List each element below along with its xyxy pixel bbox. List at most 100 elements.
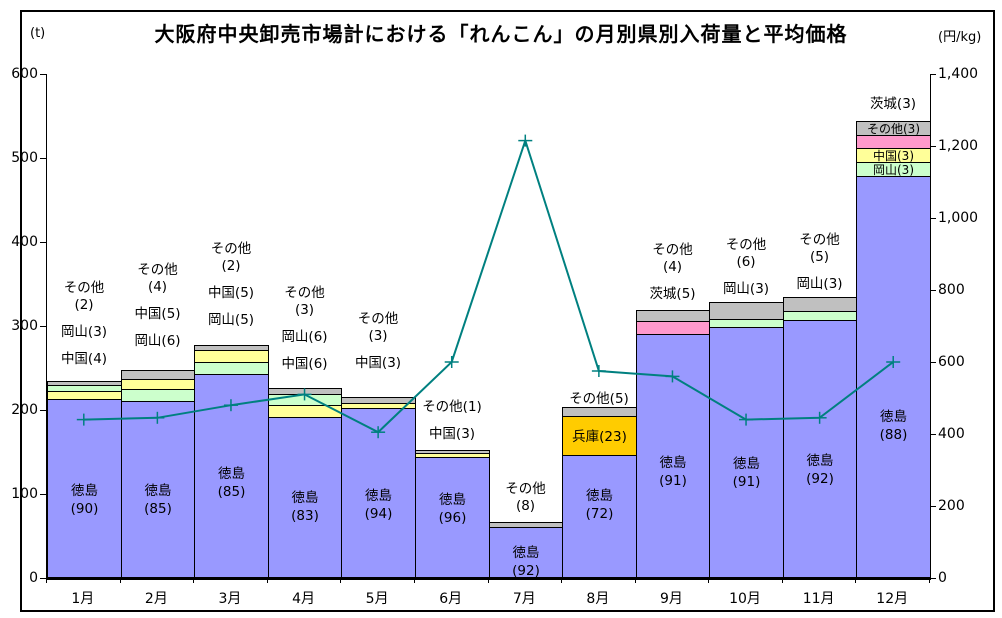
- left-axis-tick-label: 400: [11, 234, 38, 250]
- segment-label-徳島: 徳島 (83): [291, 490, 319, 524]
- left-axis-tick-label: 200: [11, 402, 38, 418]
- bar-segment-茨城: [636, 321, 710, 335]
- month-label: 7月: [512, 591, 536, 607]
- x-axis-tick: [782, 578, 783, 583]
- month-label: 11月: [802, 591, 835, 607]
- bar-segment-その他: [268, 388, 342, 395]
- right-axis-tick-label: 0: [938, 570, 947, 586]
- x-axis-tick: [561, 578, 562, 583]
- left-axis-tick: [40, 494, 46, 495]
- segment-label-徳島: 徳島 (94): [364, 487, 393, 522]
- bar-segment-徳島: [709, 327, 784, 578]
- month-label: 12月: [876, 591, 909, 607]
- month-label: 8月: [586, 591, 610, 607]
- left-axis-tick: [40, 410, 46, 411]
- segment-label-徳島: 徳島 (92): [806, 452, 834, 487]
- left-axis-tick-label: 300: [11, 318, 38, 334]
- segment-label-徳島: 徳島 (85): [144, 483, 172, 517]
- right-axis-tick: [930, 218, 936, 219]
- right-axis-tick: [930, 290, 936, 291]
- x-axis-tick: [193, 578, 194, 583]
- right-axis-tick-label: 200: [938, 498, 965, 514]
- left-axis-tick-label: 0: [29, 570, 38, 586]
- above-bar-labels: 茨城(3): [869, 95, 917, 112]
- right-axis-tick-label: 1,400: [938, 66, 979, 82]
- segment-label-徳島: 徳島 (85): [217, 465, 246, 500]
- bar-segment-その他: [709, 302, 784, 320]
- bar-segment-その他: [636, 310, 710, 322]
- segment-label-徳島: 徳島 (96): [438, 492, 467, 526]
- bar-segment-その他: [783, 297, 857, 312]
- left-axis-tick: [40, 326, 46, 327]
- bar-segment-徳島: [783, 320, 857, 578]
- segment-label-岡山: 岡山(3): [873, 162, 914, 177]
- month-label: 10月: [729, 591, 761, 607]
- month-label: 9月: [659, 591, 683, 607]
- x-axis-tick: [929, 578, 930, 583]
- chart-title: 大阪府中央卸売市場計における「れんこん」の月別県別入荷量と平均価格: [154, 22, 848, 46]
- segment-label-徳島: 徳島 (91): [732, 456, 761, 490]
- segment-label-徳島: 徳島 (88): [879, 408, 908, 443]
- x-axis-tick: [414, 578, 415, 583]
- left-axis-tick-label: 500: [11, 150, 38, 166]
- bar-segment-その他: [489, 522, 563, 528]
- segment-label-徳島: 徳島 (91): [659, 454, 687, 489]
- month-label: 6月: [439, 591, 463, 607]
- right-axis-tick: [930, 506, 936, 507]
- segment-label-兵庫: 兵庫(23): [572, 428, 627, 445]
- right-axis-tick: [930, 434, 936, 435]
- left-axis-tick-label: 600: [11, 66, 38, 82]
- segment-label-徳島: 徳島 (72): [585, 488, 614, 522]
- x-axis-tick: [635, 578, 636, 583]
- x-axis-tick: [340, 578, 341, 583]
- month-label: 5月: [365, 591, 389, 607]
- right-axis-tick-label: 800: [938, 282, 965, 298]
- month-label: 3月: [218, 591, 242, 607]
- bar-segment-徳島: [856, 176, 931, 578]
- bar-segment-岡山: [268, 394, 342, 406]
- bar-segment-徳島: [268, 417, 342, 578]
- bar-segment-中国: [121, 379, 195, 390]
- segment-label-中国: 中国(3): [873, 148, 914, 163]
- left-axis-unit: (t): [30, 26, 46, 41]
- x-axis-tick: [488, 578, 489, 583]
- x-axis-tick: [855, 578, 856, 583]
- bar-segment-茨城: [856, 135, 931, 149]
- right-axis-tick-label: 1,000: [938, 210, 979, 226]
- left-axis-tick-label: 100: [11, 486, 38, 502]
- above-bar-labels: その他 (8): [505, 481, 546, 515]
- bar-segment-その他: [856, 121, 931, 136]
- bar-segment-その他: [121, 370, 195, 380]
- bar-segment-その他: [562, 407, 637, 417]
- bar-segment-岡山: [783, 311, 857, 321]
- left-axis-tick: [40, 578, 46, 579]
- right-axis-tick: [930, 74, 936, 75]
- bar-segment-岡山: [709, 319, 784, 328]
- bar-segment-中国: [268, 405, 342, 418]
- right-axis-tick: [930, 146, 936, 147]
- month-label: 2月: [144, 591, 168, 607]
- bar-segment-徳島: [415, 457, 490, 578]
- x-axis-tick: [46, 578, 47, 583]
- left-axis-tick: [40, 158, 46, 159]
- left-axis-tick: [40, 74, 46, 75]
- segment-label-徳島: 徳島 (90): [70, 483, 99, 517]
- bar-segment-徳島: [562, 455, 637, 578]
- above-bar-labels: その他(1) 中国(3): [422, 398, 482, 442]
- right-axis-tick-label: 400: [938, 426, 965, 442]
- bar-segment-中国: [47, 391, 122, 400]
- plot-area: 徳島 (90) その他 (2) 岡山(3) 中国(4) 徳島 (85) その他 (4) 中国(5) 岡…: [46, 74, 931, 580]
- chart-outer-border: [20, 10, 995, 612]
- bar-segment-その他: [415, 450, 490, 454]
- month-label: 4月: [292, 591, 315, 607]
- right-axis-tick: [930, 362, 936, 363]
- right-axis-tick-label: 1,200: [938, 138, 979, 154]
- bar-segment-その他: [47, 381, 122, 386]
- segment-label-その他: その他(3): [867, 121, 920, 136]
- month-label: 1月: [71, 591, 95, 607]
- right-axis-tick: [930, 578, 936, 579]
- right-axis-tick-label: 600: [938, 354, 965, 370]
- bar-segment-岡山: [121, 389, 195, 402]
- x-axis-tick: [120, 578, 121, 583]
